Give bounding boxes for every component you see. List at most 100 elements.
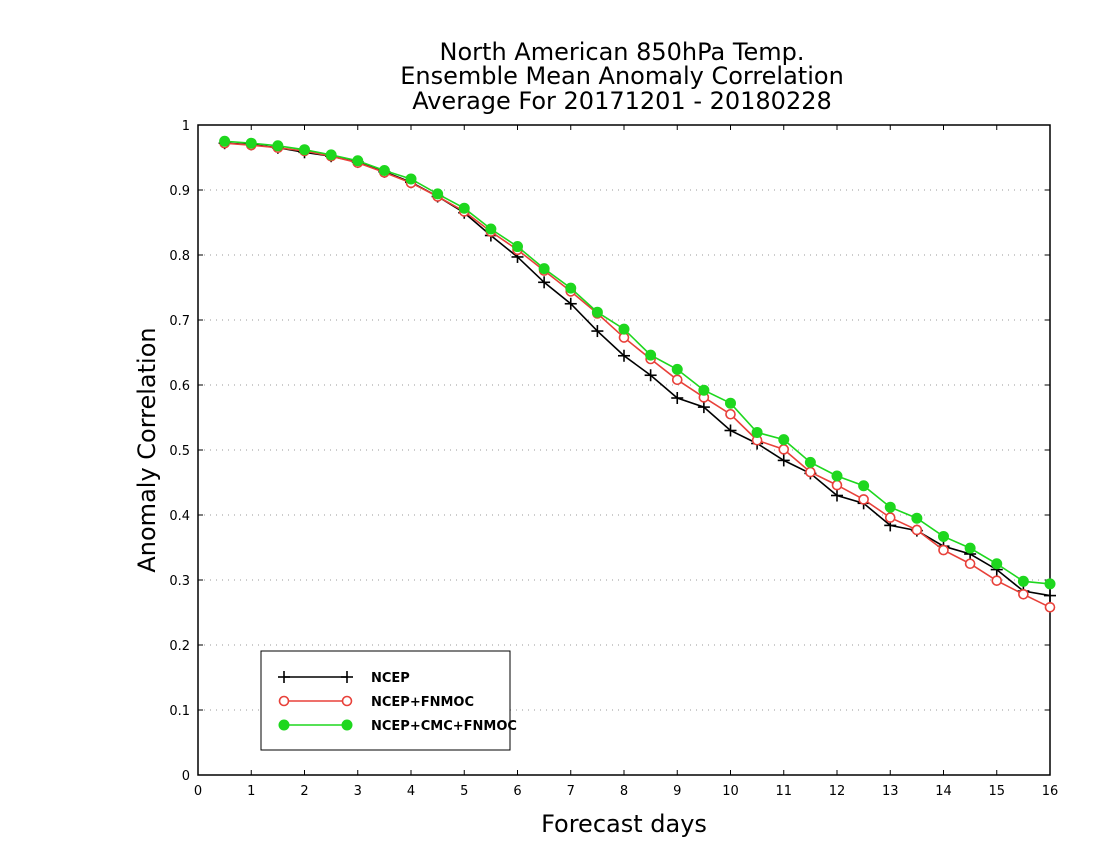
y-tick-label: 0.3	[169, 574, 190, 589]
data-point	[538, 263, 550, 275]
x-tick-label: 14	[935, 784, 952, 799]
y-tick-label: 0.2	[169, 639, 190, 654]
x-tick-label: 9	[673, 784, 681, 799]
series-group	[218, 135, 1056, 613]
chart-title: North American 850hPa Temp. Ensemble Mea…	[400, 38, 844, 115]
data-point	[325, 149, 337, 161]
x-tick-label: 2	[300, 784, 308, 799]
x-tick-label: 7	[567, 784, 575, 799]
x-tick-label: 5	[460, 784, 468, 799]
data-point	[1017, 575, 1029, 587]
data-point	[938, 530, 949, 542]
x-tick-label: 12	[829, 784, 846, 799]
data-point	[299, 144, 310, 156]
legend-entry: NCEP+CMC+FNMOC	[278, 719, 517, 734]
data-point	[991, 558, 1003, 570]
x-tick-label: 6	[513, 784, 521, 799]
legend-marker	[278, 719, 290, 731]
x-tick-label: 13	[882, 784, 899, 799]
legend-entry: NCEP	[278, 671, 410, 686]
y-tick-label: 0	[182, 769, 190, 784]
chart-title-line-3: Average For 20171201 - 20180228	[412, 87, 832, 115]
data-point	[751, 426, 763, 438]
y-tick-label: 1	[182, 119, 190, 134]
y-tick-label: 0.7	[169, 314, 190, 329]
x-tick-label: 3	[354, 784, 362, 799]
data-point	[778, 444, 790, 455]
data-point	[512, 241, 523, 253]
data-point	[964, 558, 976, 570]
legend: NCEP NCEP+FNMOC NCEP+CMC+FNMOC	[260, 650, 517, 751]
data-point	[778, 434, 790, 446]
x-tick-label: 11	[775, 784, 792, 799]
legend-label: NCEP	[371, 671, 410, 686]
y-tick-label: 0.1	[169, 704, 190, 719]
data-point	[352, 155, 364, 167]
series-line	[224, 142, 1051, 597]
x-axis-label: Forecast days	[541, 810, 707, 838]
data-point	[831, 470, 843, 482]
series-line	[224, 142, 1051, 609]
y-tick-label: 0.5	[169, 444, 190, 459]
data-point	[964, 542, 976, 554]
y-tick-label: 0.8	[169, 249, 190, 264]
data-point	[432, 188, 444, 200]
legend-marker	[341, 695, 353, 707]
series-line	[224, 140, 1051, 585]
data-point	[618, 323, 630, 335]
data-point	[272, 140, 284, 152]
data-point	[698, 384, 710, 396]
legend-marker	[278, 695, 290, 707]
data-point	[884, 512, 896, 523]
data-point	[219, 135, 231, 147]
data-point	[697, 401, 710, 414]
data-point	[831, 479, 843, 491]
data-point	[938, 544, 949, 556]
data-point	[777, 454, 790, 467]
legend-label: NCEP+FNMOC	[371, 695, 474, 710]
data-point	[911, 512, 923, 524]
data-point	[911, 524, 923, 536]
legend-marker	[341, 671, 353, 683]
axis-ticks: 0 1 2 3 4 5 6 7 8 9 10 11 12 13 14 15 1600.10.20.30.40.5…	[169, 119, 1058, 799]
series-2	[219, 135, 1056, 590]
data-point	[725, 408, 736, 420]
data-point	[805, 466, 816, 478]
y-axis-label: Anomaly Correlation	[133, 327, 161, 572]
data-point	[804, 456, 816, 468]
data-point	[1044, 578, 1056, 590]
data-point	[1018, 588, 1029, 600]
data-point	[991, 575, 1003, 586]
x-tick-label: 1	[247, 784, 255, 799]
data-point	[591, 325, 604, 338]
data-point	[591, 306, 603, 318]
data-point	[564, 297, 577, 310]
x-tick-label: 15	[988, 784, 1005, 799]
data-point	[1044, 589, 1056, 602]
series-0	[218, 137, 1056, 602]
data-point	[538, 276, 551, 289]
data-point	[671, 374, 683, 386]
data-point	[645, 349, 657, 361]
data-point	[858, 480, 870, 492]
data-point	[671, 392, 684, 404]
data-point	[458, 202, 470, 214]
data-point	[618, 349, 630, 362]
y-tick-label: 0.4	[169, 509, 190, 524]
legend-entry: NCEP+FNMOC	[278, 695, 474, 710]
y-tick-label: 0.6	[169, 379, 190, 394]
chart-title-line-2: Ensemble Mean Anomaly Correlation	[400, 62, 844, 90]
data-point	[245, 137, 257, 149]
legend-label: NCEP+CMC+FNMOC	[371, 719, 517, 734]
data-point	[644, 369, 657, 382]
data-point	[724, 424, 737, 437]
x-tick-label: 4	[407, 784, 415, 799]
y-tick-label: 0.9	[169, 184, 190, 199]
data-point	[485, 223, 497, 235]
legend-marker	[278, 671, 290, 683]
data-point	[725, 397, 736, 409]
data-point	[1044, 601, 1056, 613]
data-point	[884, 501, 896, 513]
chart-title-line-1: North American 850hPa Temp.	[440, 38, 805, 66]
data-point	[858, 494, 869, 505]
